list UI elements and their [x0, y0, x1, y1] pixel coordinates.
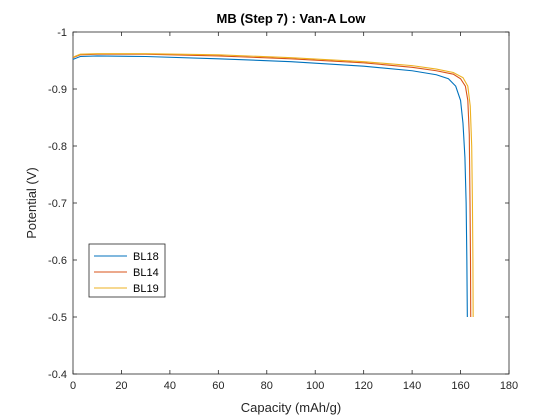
x-tick-label: 100 [306, 380, 324, 392]
plot-frame [72, 31, 510, 375]
y-tick-label: -0.4 [48, 369, 67, 381]
ticks-layer: 0 20 40 60 80 100 120 140 160 180 -1 -0.9 -0.8 -0.7 -0… [48, 27, 518, 392]
y-tick-label: -0.6 [48, 255, 67, 267]
x-tick-label: 160 [451, 380, 469, 392]
legend-label-0: BL18 [133, 251, 159, 263]
legend: BL18 BL14 BL19 [88, 243, 166, 298]
y-tick-label: -0.5 [48, 312, 67, 324]
x-axis-title: Capacity (mAh/g) [241, 400, 341, 415]
x-tick-label: 60 [212, 380, 224, 392]
x-tick-label: 20 [115, 380, 127, 392]
x-tick-label: 140 [403, 380, 421, 392]
series-layer [72, 53, 474, 318]
y-tick-label: -0.9 [48, 84, 67, 96]
chart-title: MB (Step 7) : Van-A Low [216, 11, 366, 26]
x-tick-label: 80 [261, 380, 273, 392]
y-tick-label: -0.8 [48, 141, 67, 153]
y-tick-label: -0.7 [48, 198, 67, 210]
series-line-0 [72, 55, 468, 318]
y-tick-label: -1 [57, 27, 67, 39]
x-tick-label: 180 [500, 380, 518, 392]
series-line-2 [72, 53, 474, 318]
x-tick-label: 0 [70, 380, 76, 392]
y-axis-title: Potential (V) [24, 167, 39, 239]
x-tick-label: 120 [354, 380, 372, 392]
legend-label-2: BL19 [133, 283, 159, 295]
series-line-1 [72, 53, 472, 318]
legend-label-1: BL14 [133, 267, 159, 279]
x-tick-label: 40 [164, 380, 176, 392]
plot-area: 0 20 40 60 80 100 120 140 160 180 -1 -0.9 -0.8 -0.7 -0… [48, 27, 518, 392]
